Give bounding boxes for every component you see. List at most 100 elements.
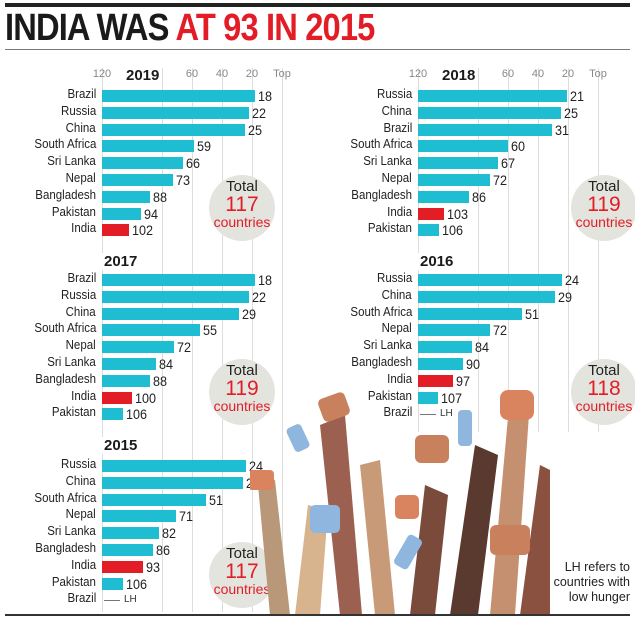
category-label: Brazil <box>383 405 412 420</box>
title-rule <box>5 49 630 50</box>
bar <box>102 476 243 489</box>
value-label: 60 <box>511 138 526 155</box>
gridline <box>508 250 509 432</box>
bar <box>418 90 567 102</box>
value-label: 88 <box>153 188 168 205</box>
category-label: Brazil <box>67 591 96 606</box>
category-label: China <box>381 103 412 118</box>
bar <box>418 307 522 320</box>
bar <box>102 460 246 472</box>
bar <box>102 358 156 370</box>
value-label: 51 <box>208 491 223 508</box>
category-label: Russia <box>60 103 96 118</box>
bar <box>102 527 159 540</box>
category-label: Russia <box>376 87 412 101</box>
category-label: India <box>387 371 412 386</box>
x-tick-label: 40 <box>531 68 545 80</box>
value-label: 90 <box>466 356 481 372</box>
chart-year-title: 2016 <box>418 253 456 270</box>
gridline <box>598 250 599 432</box>
category-label: South Africa <box>349 137 412 152</box>
value-label: 103 <box>446 205 468 222</box>
title-red: AT 93 IN 2015 <box>175 7 376 49</box>
gridline <box>192 68 193 250</box>
gridline <box>222 250 223 432</box>
bar <box>102 157 183 170</box>
value-label: 55 <box>202 322 217 339</box>
category-label: Pakistan <box>51 574 96 589</box>
chart-year-title: 2018 <box>440 67 478 84</box>
chart-year-title: 2015 <box>102 437 140 454</box>
value-label: 29 <box>557 288 572 305</box>
value-label: 84 <box>159 356 174 372</box>
gridline <box>222 68 223 250</box>
category-label: India <box>387 204 412 219</box>
value-label: 86 <box>156 542 171 558</box>
raised-hands-illustration <box>250 390 550 615</box>
value-label: 72 <box>493 322 508 339</box>
value-label: 18 <box>258 88 273 104</box>
value-label: LH <box>440 408 453 420</box>
bar <box>102 90 255 102</box>
x-tick-label: 120 <box>408 68 428 80</box>
value-label: 25 <box>563 104 578 121</box>
x-tick-label: 20 <box>561 68 575 80</box>
gridline <box>568 250 569 432</box>
gridline <box>538 250 539 432</box>
total-unit: countries <box>213 581 271 597</box>
category-label: South Africa <box>33 137 96 152</box>
bar <box>102 307 239 320</box>
bar <box>102 174 173 186</box>
category-label: Russia <box>376 271 412 285</box>
category-label: Russia <box>60 457 96 471</box>
category-label: Nepal <box>381 171 412 185</box>
value-label: 22 <box>252 288 267 305</box>
x-tick-label: 60 <box>185 68 199 80</box>
value-label: 106 <box>442 222 464 239</box>
x-tick-label: 20 <box>245 68 259 80</box>
gridline <box>418 250 419 432</box>
value-label: LH <box>124 594 137 606</box>
category-label: China <box>65 473 96 488</box>
category-label: Nepal <box>65 338 96 353</box>
bar <box>418 358 463 370</box>
value-label: 73 <box>175 172 190 188</box>
total-label: Total <box>226 178 258 195</box>
page-title: INDIA WAS AT 93 IN 2015 <box>5 6 376 50</box>
gridline <box>598 68 599 250</box>
category-label: Bangladesh <box>35 371 96 386</box>
total-countries-badge: Total 119 countries <box>571 175 635 241</box>
cup-shapes <box>250 390 534 570</box>
total-countries-badge: Total 117 countries <box>209 542 275 608</box>
value-label: 72 <box>177 339 192 356</box>
value-label: 51 <box>524 305 539 322</box>
category-label: Nepal <box>65 507 96 522</box>
category-label: Sri Lanka <box>47 154 96 169</box>
category-label: Russia <box>60 287 96 302</box>
gridline <box>102 250 103 432</box>
category-label: Sri Lanka <box>47 355 96 369</box>
bar <box>418 290 555 303</box>
bar <box>102 140 194 153</box>
value-label: 24 <box>565 272 580 288</box>
value-label: 25 <box>247 121 262 138</box>
value-label: 86 <box>472 188 487 205</box>
value-label: 106 <box>126 406 148 423</box>
bar <box>418 174 490 186</box>
value-label: 67 <box>500 155 515 172</box>
category-label: Brazil <box>67 87 96 101</box>
bar <box>102 493 206 506</box>
gridline <box>282 68 283 250</box>
category-label: South Africa <box>33 490 96 505</box>
bottom-rule <box>5 614 630 616</box>
bar <box>102 374 150 387</box>
category-label: Nepal <box>381 321 412 336</box>
bar <box>102 324 200 337</box>
bar <box>102 408 123 421</box>
category-label: Sri Lanka <box>47 524 96 539</box>
total-countries-badge: Total 118 countries <box>571 359 635 425</box>
bar <box>418 157 498 170</box>
gridline <box>192 432 193 612</box>
bar <box>102 577 123 590</box>
